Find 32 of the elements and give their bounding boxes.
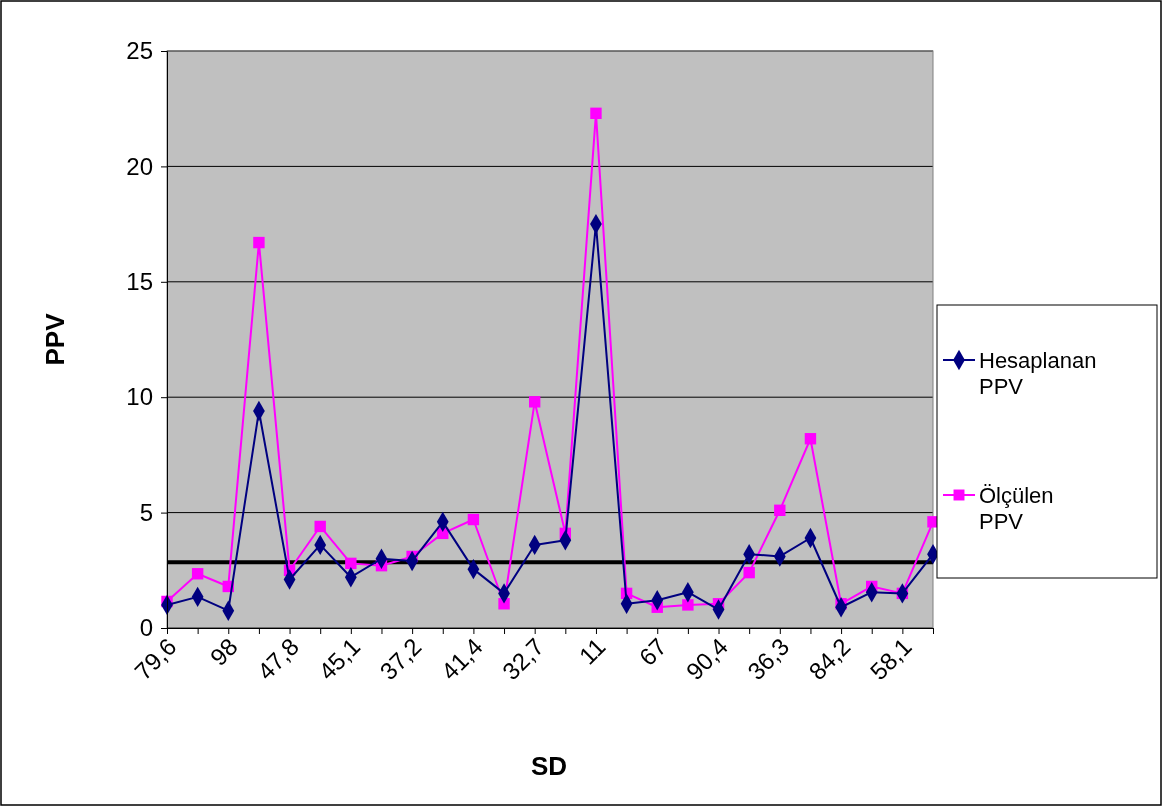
- point: [590, 107, 602, 120]
- point: [314, 520, 326, 533]
- point: [804, 433, 817, 445]
- y-tick-label: 0: [139, 614, 153, 642]
- y-tick-label: 5: [139, 498, 153, 526]
- point: [191, 568, 204, 580]
- point: [345, 557, 357, 570]
- legend-label: Hesaplanan PPV: [979, 348, 1097, 399]
- legend-label: Ölçülen PPV: [979, 483, 1054, 534]
- x-tick-label: 67: [633, 632, 672, 671]
- x-tick-label: 45,1: [313, 632, 366, 685]
- point: [467, 513, 480, 526]
- point: [743, 566, 755, 579]
- x-tick-label: 36,3: [742, 632, 795, 685]
- y-tick-label: 20: [126, 152, 153, 180]
- point: [528, 396, 541, 408]
- y-axis-title: PPV: [40, 312, 70, 366]
- x-tick-label: 47,8: [251, 632, 304, 685]
- x-tick-label: 58,1: [864, 632, 917, 685]
- x-tick-label: 84,2: [803, 632, 856, 685]
- point: [774, 504, 786, 516]
- x-tick-label: 11: [573, 632, 611, 670]
- y-tick-label: 10: [126, 383, 153, 411]
- x-axis-title: SD: [530, 751, 568, 781]
- y-tick-label: 15: [126, 267, 153, 295]
- x-tick-label: 37,2: [374, 632, 427, 685]
- x-tick-label: 41,4: [435, 632, 488, 685]
- x-tick-label: 90,4: [680, 632, 733, 685]
- y-tick-label: 25: [126, 37, 153, 65]
- point: [682, 599, 694, 611]
- point: [253, 236, 265, 249]
- x-tick-label: 98: [204, 632, 243, 671]
